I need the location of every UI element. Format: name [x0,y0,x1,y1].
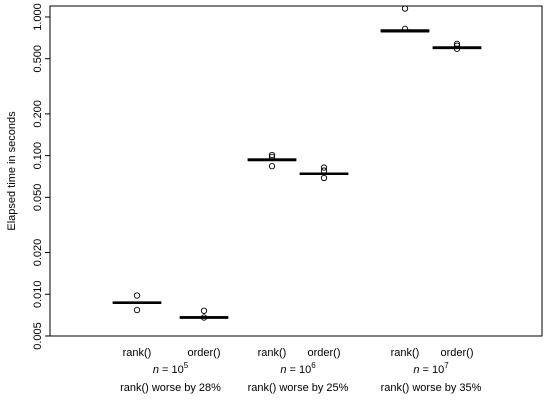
outlier-point [268,151,276,159]
y-axis-label: Elapsed time in seconds [6,111,18,231]
y-tick-label: 0.050 [32,184,44,212]
group-size-exponent: 5 [184,361,189,370]
y-tick-label: 0.200 [32,100,44,128]
outlier-point [133,306,141,314]
y-tick-label: 0.005 [32,322,44,350]
y-axis: 0.005 0.010 0.020 0.050 0.100 0.200 0.500 1.000 [32,3,50,350]
y-tick-label: 1.000 [32,3,44,31]
x-tick-label: order() [440,347,473,359]
y-tick-label: 0.020 [32,239,44,267]
group-size-label: n = 107 [413,361,449,376]
x-tick-label: order() [307,347,340,359]
group-size-exponent: 7 [444,361,449,370]
outlier-point [401,5,409,12]
x-tick-label: rank() [391,347,420,359]
outlier-point [133,292,141,299]
outlier-point [268,162,276,170]
outlier-point [320,174,328,182]
outlier-point [453,40,461,47]
group-size-symbol: n [153,364,159,376]
group-note: rank() worse by 35% [381,382,482,394]
outlier-point [453,42,461,49]
outlier-point [200,314,208,321]
group-note: rank() worse by 25% [248,382,349,394]
outlier-point [453,45,461,52]
outlier-point [200,307,208,314]
outlier-point [320,167,328,174]
plot-frame [49,5,543,337]
x-tick-label: rank() [258,347,287,359]
group-size-label: n = 105 [153,361,189,376]
x-tick-label: order() [187,347,220,359]
y-tick-label: 0.010 [32,280,44,308]
box-series [112,5,482,321]
outlier-point [320,164,328,171]
group-size-symbol: n [280,364,286,376]
group-size-exponent: 6 [311,361,316,370]
group-note: rank() worse by 28% [120,382,221,394]
y-tick-label: 0.500 [32,45,44,73]
group-size-label: n = 106 [280,361,316,376]
group-size-value: = 10 [419,364,444,376]
y-tick-label: 0.100 [32,142,44,170]
outlier-point [401,25,409,33]
group-size-symbol: n [413,364,419,376]
outlier-point [268,153,276,160]
group-size-value: = 10 [286,364,311,376]
x-tick-label: rank() [123,347,152,359]
group-size-value: = 10 [159,364,184,376]
